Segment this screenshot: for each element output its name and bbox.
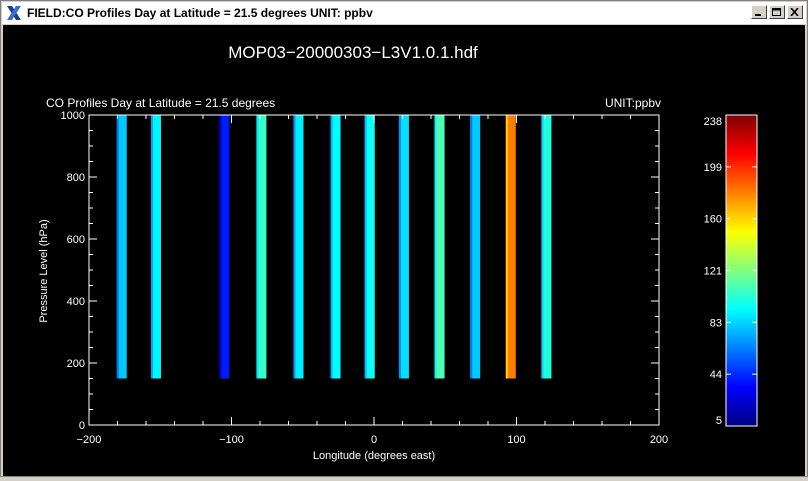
x-tick-label: 100 bbox=[507, 434, 525, 446]
colorbar-tick-label: 238 bbox=[704, 116, 722, 128]
profile-column bbox=[116, 115, 127, 379]
x-tick-label: −100 bbox=[219, 434, 244, 446]
profile-column-edge bbox=[330, 115, 333, 379]
chart-subtitle: CO Profiles Day at Latitude = 21.5 degre… bbox=[46, 96, 275, 110]
unit-label: UNIT:ppbv bbox=[605, 96, 661, 110]
close-icon bbox=[790, 8, 799, 16]
x-axis: −200 −100 0 100 200 bbox=[77, 115, 668, 446]
profile-column bbox=[330, 115, 341, 379]
profile-column-edge bbox=[541, 115, 544, 379]
y-tick-label: 200 bbox=[67, 358, 85, 370]
colorbar bbox=[725, 114, 758, 427]
profile-column bbox=[398, 115, 409, 379]
window-title: FIELD:CO Profiles Day at Latitude = 21.5… bbox=[27, 6, 373, 20]
x-logo-icon bbox=[7, 6, 21, 20]
profile-column-edge bbox=[470, 115, 473, 379]
profile-column-edge bbox=[219, 115, 222, 379]
co-profile-chart: MOP03−20000303−L3V1.0.1.hdf CO Profiles … bbox=[38, 43, 758, 462]
plot-area: MOP03−20000303−L3V1.0.1.hdf CO Profiles … bbox=[3, 25, 805, 476]
profile-column bbox=[256, 115, 267, 379]
minimize-icon bbox=[755, 14, 761, 16]
profile-column bbox=[219, 115, 230, 379]
colorbar-tick-label: 160 bbox=[704, 214, 722, 226]
x-tick-label: 200 bbox=[650, 434, 668, 446]
profile-column-edge bbox=[398, 115, 401, 379]
y-tick-label: 400 bbox=[67, 296, 85, 308]
colorbar-tick-label: 199 bbox=[704, 162, 722, 174]
profile-column bbox=[364, 115, 375, 379]
profile-bars bbox=[116, 115, 552, 379]
file-title: MOP03−20000303−L3V1.0.1.hdf bbox=[228, 43, 478, 62]
profile-column-edge bbox=[364, 115, 367, 379]
profile-column-edge bbox=[150, 115, 153, 379]
profile-column bbox=[434, 115, 445, 379]
profile-column bbox=[150, 115, 161, 379]
maximize-icon bbox=[772, 8, 781, 16]
y-tick-label: 800 bbox=[67, 172, 85, 184]
title-bar[interactable]: FIELD:CO Profiles Day at Latitude = 21.5… bbox=[2, 2, 806, 24]
maximize-button[interactable] bbox=[769, 5, 785, 19]
profile-column bbox=[293, 115, 304, 379]
profile-column-edge bbox=[293, 115, 296, 379]
minimize-button[interactable] bbox=[751, 5, 767, 19]
profile-column bbox=[541, 115, 552, 379]
profile-column-edge bbox=[505, 115, 508, 379]
y-axis: 0 200 400 600 800 1000 bbox=[61, 110, 659, 432]
profile-column-edge bbox=[116, 115, 119, 379]
close-button[interactable] bbox=[787, 5, 803, 19]
profile-column bbox=[505, 115, 516, 379]
colorbar-tick-label: 5 bbox=[716, 415, 722, 427]
y-tick-label: 600 bbox=[67, 234, 85, 246]
colorbar-tick-label: 83 bbox=[710, 317, 722, 329]
y-tick-label: 1000 bbox=[61, 110, 85, 122]
profile-column-edge bbox=[434, 115, 437, 379]
colorbar-tick-label: 121 bbox=[704, 266, 722, 278]
y-axis-label: Pressure Level (hPa) bbox=[38, 219, 50, 322]
x-axis-label: Longitude (degrees east) bbox=[313, 450, 435, 462]
colorbar-tick-label: 44 bbox=[710, 369, 722, 381]
y-tick-label: 0 bbox=[79, 420, 85, 432]
profile-column bbox=[470, 115, 481, 379]
x-tick-label: −200 bbox=[77, 434, 102, 446]
colorbar-axis: 5 44 83 121 160 199 238 bbox=[704, 114, 757, 427]
x-tick-label: 0 bbox=[371, 434, 377, 446]
profile-column-edge bbox=[256, 115, 259, 379]
